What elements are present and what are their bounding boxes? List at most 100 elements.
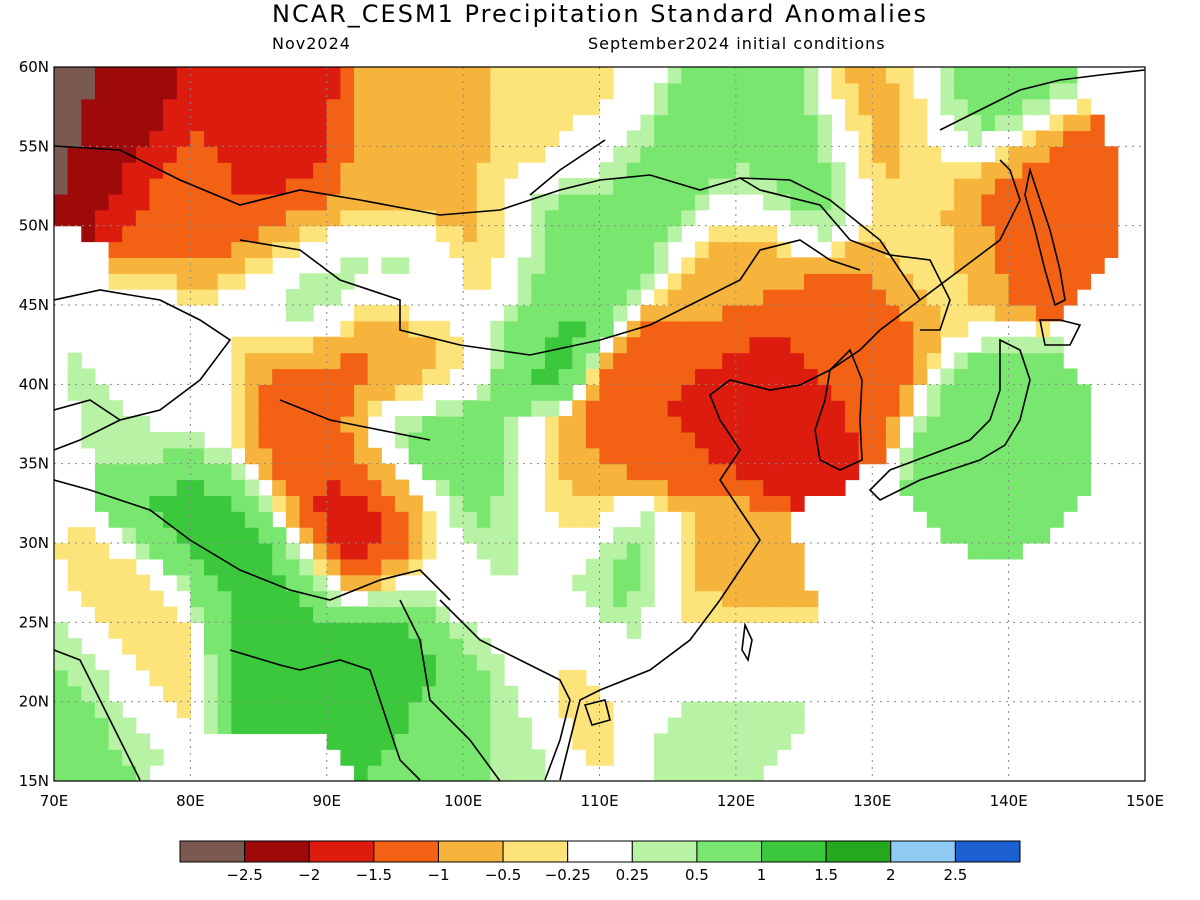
anomaly-cell xyxy=(285,622,301,639)
anomaly-cell xyxy=(408,511,423,528)
anomaly-cell xyxy=(258,701,273,719)
anomaly-cell xyxy=(831,447,846,465)
anomaly-cell xyxy=(831,289,846,306)
anomaly-cell xyxy=(790,495,805,512)
anomaly-cell xyxy=(258,225,273,243)
anomaly-cell xyxy=(340,527,355,544)
anomaly-cell xyxy=(354,67,369,84)
anomaly-cell xyxy=(585,82,601,100)
anomaly-cell xyxy=(54,701,69,719)
anomaly-cell xyxy=(244,400,260,417)
anomaly-cell xyxy=(585,431,601,449)
anomaly-cell xyxy=(435,701,451,719)
anomaly-cell xyxy=(776,701,792,719)
anomaly-cell xyxy=(272,400,287,417)
anomaly-cell xyxy=(654,368,669,385)
anomaly-cell xyxy=(504,733,519,750)
anomaly-cell xyxy=(190,225,205,243)
anomaly-cell xyxy=(940,162,955,179)
anomaly-cell xyxy=(204,98,219,116)
anomaly-cell xyxy=(394,717,410,734)
anomaly-cell xyxy=(408,638,423,655)
anomaly-cell xyxy=(940,82,955,100)
anomaly-cell xyxy=(204,209,219,227)
anomaly-cell xyxy=(763,606,778,623)
anomaly-cell xyxy=(1063,479,1078,496)
anomaly-cell xyxy=(81,733,96,750)
anomaly-cell xyxy=(190,431,205,449)
anomaly-cell xyxy=(394,82,410,100)
anomaly-cell xyxy=(681,209,696,227)
anomaly-cell xyxy=(394,416,410,433)
anomaly-cell xyxy=(1076,257,1092,274)
anomaly-cell xyxy=(67,685,82,703)
anomaly-cell xyxy=(558,257,573,274)
anomaly-cell xyxy=(1049,225,1064,243)
anomaly-cell xyxy=(367,495,382,512)
anomaly-cell xyxy=(654,225,669,243)
anomaly-cell xyxy=(299,669,314,687)
anomaly-cell xyxy=(285,606,301,623)
anomaly-cell xyxy=(913,416,928,433)
anomaly-cell xyxy=(340,749,355,766)
anomaly-cell xyxy=(1035,384,1051,401)
anomaly-cell xyxy=(244,98,260,116)
anomaly-cell xyxy=(204,654,219,671)
anomaly-cell xyxy=(667,98,682,116)
anomaly-cell xyxy=(422,447,437,465)
anomaly-cell xyxy=(176,273,191,290)
anomaly-cell xyxy=(667,384,682,401)
anomaly-cell xyxy=(463,193,478,211)
anomaly-cell xyxy=(667,209,682,227)
anomaly-cell xyxy=(244,416,260,433)
anomaly-cell xyxy=(913,495,928,512)
anomaly-cell xyxy=(749,82,764,100)
anomaly-cell xyxy=(694,558,710,576)
anomaly-cell xyxy=(981,352,996,370)
anomaly-cell xyxy=(394,558,410,576)
anomaly-cell xyxy=(354,574,369,592)
anomaly-cell xyxy=(449,638,464,655)
anomaly-cell xyxy=(804,162,819,179)
anomaly-cell xyxy=(204,146,219,163)
lat-tick-label: 35N xyxy=(19,455,49,473)
anomaly-cell xyxy=(558,669,573,687)
anomaly-cell xyxy=(354,527,369,544)
anomaly-cell xyxy=(817,336,832,354)
anomaly-cell xyxy=(885,305,901,322)
anomaly-cell xyxy=(913,336,928,354)
anomaly-cell xyxy=(122,606,137,623)
anomaly-cell xyxy=(394,511,410,528)
anomaly-cell xyxy=(531,352,546,370)
anomaly-cell xyxy=(217,146,232,163)
anomaly-cell xyxy=(204,638,219,655)
anomaly-cell xyxy=(763,368,778,385)
anomaly-cell xyxy=(1049,114,1064,132)
anomaly-cell xyxy=(135,146,151,163)
anomaly-cell xyxy=(163,82,178,100)
anomaly-cell xyxy=(122,431,137,449)
anomaly-cell xyxy=(722,765,737,781)
anomaly-cell xyxy=(763,463,778,481)
anomaly-cell xyxy=(163,511,178,528)
anomaly-cell xyxy=(272,669,287,687)
anomaly-cell xyxy=(54,717,69,734)
anomaly-cell xyxy=(67,67,82,84)
anomaly-cell xyxy=(244,82,260,100)
japan-honshu xyxy=(868,338,1031,501)
anomaly-cell xyxy=(790,209,805,227)
anomaly-cell xyxy=(940,479,955,496)
anomaly-cell xyxy=(517,305,532,322)
anomaly-cell xyxy=(135,431,151,449)
colorbar-label: 1 xyxy=(757,866,767,884)
anomaly-cell xyxy=(667,447,682,465)
anomaly-cell xyxy=(340,82,355,100)
anomaly-cell xyxy=(67,701,82,719)
anomaly-cell xyxy=(817,257,832,274)
anomaly-cell xyxy=(967,241,982,258)
anomaly-cell xyxy=(476,479,491,496)
anomaly-cell xyxy=(272,622,287,639)
anomaly-cell xyxy=(694,67,710,84)
anomaly-cell xyxy=(394,431,410,449)
anomaly-cell xyxy=(654,178,669,195)
